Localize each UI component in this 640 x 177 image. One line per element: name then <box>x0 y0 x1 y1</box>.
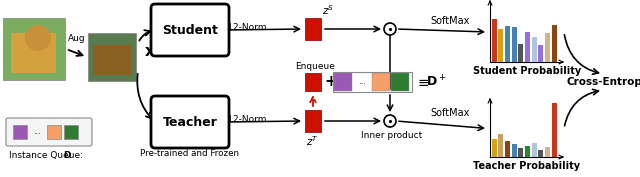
Bar <box>525 32 530 62</box>
Bar <box>511 27 516 62</box>
Bar <box>525 146 530 157</box>
Bar <box>545 147 550 157</box>
Circle shape <box>25 25 51 51</box>
Bar <box>552 25 557 62</box>
Bar <box>305 18 321 40</box>
Text: SoftMax: SoftMax <box>430 108 469 118</box>
Bar <box>552 103 557 157</box>
Bar <box>305 73 321 91</box>
Bar <box>545 33 550 62</box>
Bar <box>518 149 524 157</box>
Text: +: + <box>324 75 337 90</box>
Text: $\mathbf{D}^+$: $\mathbf{D}^+$ <box>426 74 447 90</box>
Bar <box>3 18 65 80</box>
Bar <box>64 125 78 139</box>
Circle shape <box>384 23 396 35</box>
Text: Student Probability: Student Probability <box>473 66 581 76</box>
Text: Teacher: Teacher <box>163 116 218 129</box>
FancyBboxPatch shape <box>6 118 92 146</box>
Bar <box>333 72 412 92</box>
Bar <box>505 26 510 62</box>
Bar <box>47 125 61 139</box>
Text: Aug: Aug <box>68 34 85 43</box>
Bar <box>518 44 524 62</box>
Text: Cross-Entropy: Cross-Entropy <box>566 77 640 87</box>
Text: x: x <box>145 44 155 59</box>
Circle shape <box>384 115 396 127</box>
Text: D: D <box>63 151 71 160</box>
Text: L2-Norm: L2-Norm <box>228 24 266 33</box>
Text: Enqueue: Enqueue <box>295 62 335 71</box>
Bar <box>334 73 352 91</box>
Text: Teacher Probability: Teacher Probability <box>474 161 580 171</box>
Bar <box>499 29 503 62</box>
Bar <box>538 150 543 157</box>
Text: $\equiv$: $\equiv$ <box>415 75 430 89</box>
Text: Inner product: Inner product <box>362 131 422 140</box>
Bar <box>372 73 390 91</box>
Bar <box>505 141 510 157</box>
FancyBboxPatch shape <box>151 4 229 56</box>
Bar <box>391 73 409 91</box>
Text: ...: ... <box>33 127 41 136</box>
Bar <box>88 33 136 81</box>
Bar <box>492 139 497 157</box>
Text: Instance Queue:: Instance Queue: <box>9 151 89 160</box>
Bar <box>511 144 516 157</box>
Text: $z^T$: $z^T$ <box>306 134 319 148</box>
Text: SoftMax: SoftMax <box>430 16 469 26</box>
Bar <box>538 45 543 62</box>
Bar <box>13 125 27 139</box>
Bar <box>532 143 537 157</box>
Bar <box>492 19 497 62</box>
FancyBboxPatch shape <box>151 96 229 148</box>
Text: L2-Norm: L2-Norm <box>228 116 266 124</box>
Text: $z^S$: $z^S$ <box>322 3 334 17</box>
Bar <box>11 33 56 73</box>
Text: Student: Student <box>162 24 218 36</box>
Text: ...: ... <box>358 78 366 87</box>
Bar <box>305 110 321 132</box>
Text: Pre-trained and Frozen: Pre-trained and Frozen <box>141 149 239 158</box>
Bar <box>532 37 537 62</box>
Bar <box>499 134 503 157</box>
Bar <box>93 45 131 75</box>
